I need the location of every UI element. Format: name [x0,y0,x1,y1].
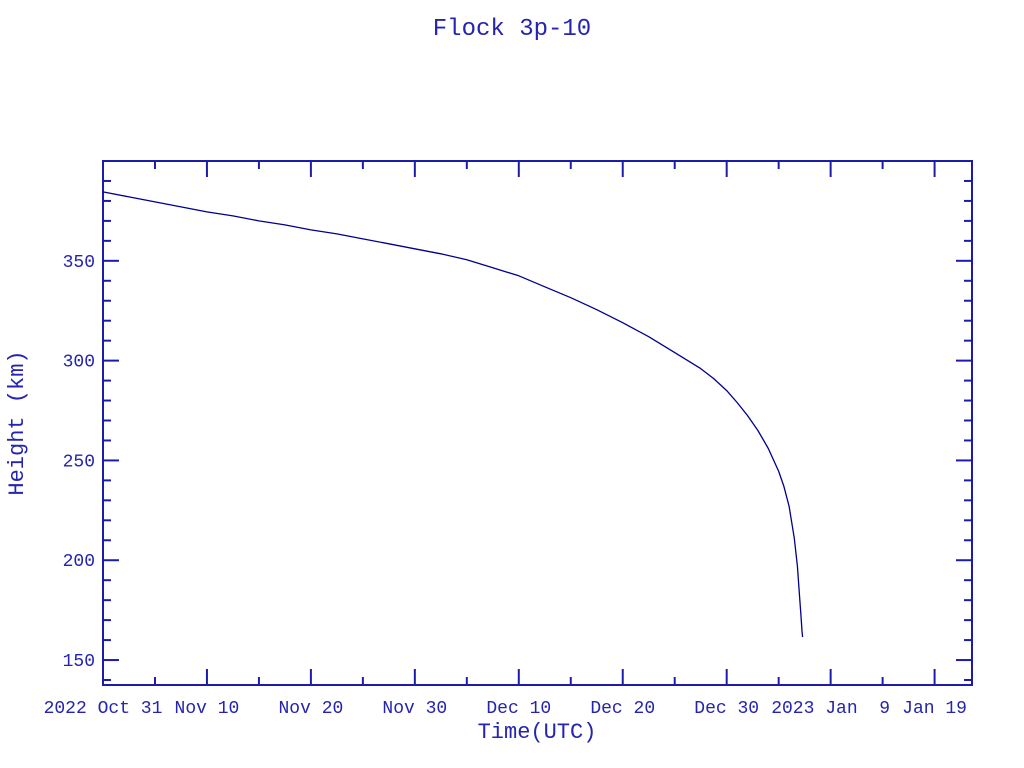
x-axis-tick-label: Nov 10 [175,699,240,719]
y-axis-label: Height (km) [5,350,30,496]
y-axis-tick-label: 200 [63,552,95,572]
x-axis-tick-label: 2022 Oct 31 [44,699,163,719]
x-axis-tick-label: Jan 19 [902,699,967,719]
x-axis-tick-label: Dec 20 [590,699,655,719]
y-axis-tick-label: 150 [63,652,95,672]
x-axis-tick-label: Dec 10 [486,699,551,719]
y-axis-tick-label: 350 [63,253,95,273]
chart-title: Flock 3p-10 [432,16,592,43]
x-axis-tick-label: Nov 30 [382,699,447,719]
x-axis-tick-label: Nov 20 [278,699,343,719]
y-axis-tick-label: 300 [63,353,95,373]
plot-frame [102,160,973,686]
y-axis-tick-label: 250 [63,452,95,472]
x-axis-tick-label: Dec 30 [694,699,759,719]
x-axis-label: Time(UTC) [477,720,597,745]
x-axis-tick-label: 2023 Jan 9 [771,699,890,719]
decay-curve [102,191,804,638]
